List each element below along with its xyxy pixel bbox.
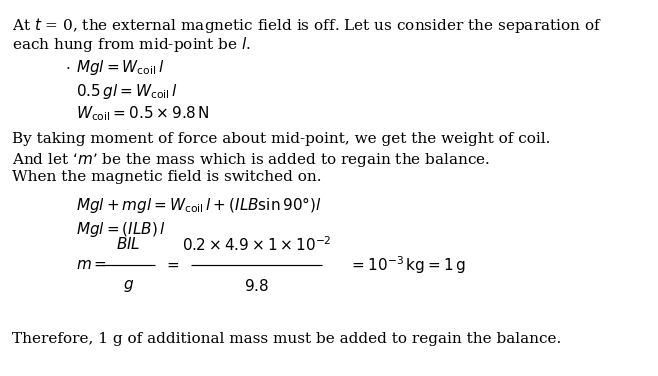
Text: $BIL$: $BIL$ — [116, 237, 141, 252]
Text: When the magnetic field is switched on.: When the magnetic field is switched on. — [12, 170, 321, 184]
Text: By taking moment of force about mid-point, we get the weight of coil.: By taking moment of force about mid-poin… — [12, 132, 550, 146]
Text: $W_{\mathrm{coil}} = 0.5 \times 9.8\, \mathrm{N}$: $W_{\mathrm{coil}} = 0.5 \times 9.8\, \m… — [76, 105, 209, 123]
Text: $Mgl = (ILB)\, l$: $Mgl = (ILB)\, l$ — [76, 220, 165, 239]
Text: $g$: $g$ — [123, 278, 134, 294]
Text: At $t$ = 0, the external magnetic field is off. Let us consider the separation o: At $t$ = 0, the external magnetic field … — [12, 16, 602, 35]
Text: each hung from mid-point be $l$.: each hung from mid-point be $l$. — [12, 35, 251, 55]
Text: $Mgl = W_{\mathrm{coil}}\, l$: $Mgl = W_{\mathrm{coil}}\, l$ — [76, 58, 164, 77]
Text: $0.2 \times 4.9 \times 1 \times 10^{-2}$: $0.2 \times 4.9 \times 1 \times 10^{-2}$ — [182, 235, 332, 254]
Text: Therefore, 1 g of additional mass must be added to regain the balance.: Therefore, 1 g of additional mass must b… — [12, 332, 561, 346]
Text: $Mgl + mgl = W_{\mathrm{coil}}\, l + (ILB \sin 90°)l$: $Mgl + mgl = W_{\mathrm{coil}}\, l + (IL… — [76, 195, 321, 215]
Text: $m =$: $m =$ — [76, 258, 107, 272]
Text: $= 10^{-3}\,\mathrm{kg} = 1\,\mathrm{g}$: $= 10^{-3}\,\mathrm{kg} = 1\,\mathrm{g}$ — [349, 254, 465, 276]
Text: And let ‘$m$’ be the mass which is added to regain the balance.: And let ‘$m$’ be the mass which is added… — [12, 151, 490, 169]
Text: $0.5\, gl = W_{\mathrm{coil}}\, l$: $0.5\, gl = W_{\mathrm{coil}}\, l$ — [76, 82, 178, 101]
Text: .: . — [66, 58, 70, 71]
Text: $=$: $=$ — [164, 258, 180, 272]
Text: $9.8$: $9.8$ — [244, 278, 269, 294]
